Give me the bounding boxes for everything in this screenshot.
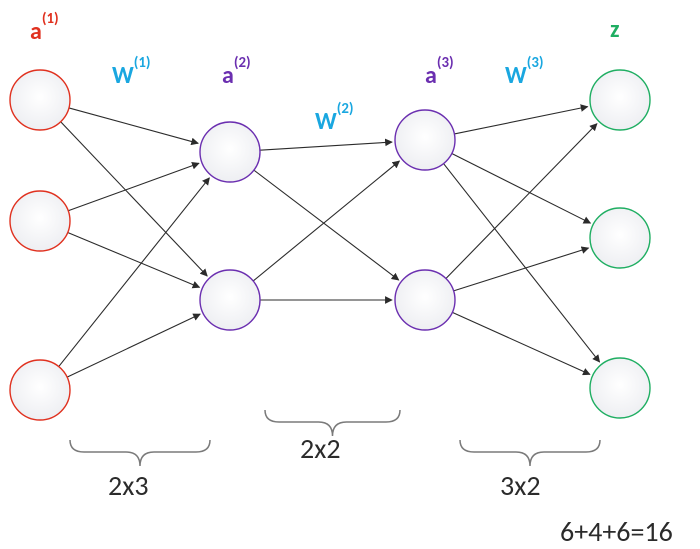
weight-label-z: W(3) bbox=[505, 62, 544, 88]
weight-label-a2: W(1) bbox=[112, 62, 151, 88]
neuron-node bbox=[200, 270, 260, 330]
edge bbox=[454, 107, 587, 134]
edge bbox=[69, 108, 198, 143]
label-sup: (2) bbox=[337, 99, 354, 117]
brace bbox=[460, 440, 600, 466]
edge bbox=[446, 124, 597, 279]
label-sup: (3) bbox=[437, 53, 454, 71]
neuron-node bbox=[200, 122, 260, 182]
layer-label-a1: a(1) bbox=[30, 18, 59, 44]
label-base: W bbox=[112, 61, 134, 90]
edge bbox=[452, 153, 591, 223]
label-sup: (3) bbox=[527, 53, 544, 71]
label-base: W bbox=[315, 107, 337, 136]
edge bbox=[61, 122, 208, 276]
layer-label-z: z bbox=[610, 18, 620, 42]
neuron-node bbox=[395, 270, 455, 330]
edge bbox=[68, 233, 200, 288]
edge bbox=[67, 314, 200, 377]
neuron-node bbox=[395, 110, 455, 170]
edge bbox=[68, 163, 199, 210]
neuron-node bbox=[10, 360, 70, 420]
brace-label: 3x2 bbox=[500, 472, 541, 500]
edge bbox=[254, 170, 399, 280]
neuron-node bbox=[10, 191, 70, 251]
neuron-node bbox=[10, 70, 70, 130]
neuron-node bbox=[590, 358, 650, 418]
label-sup: (2) bbox=[234, 53, 251, 71]
label-base: z bbox=[610, 15, 620, 44]
label-base: a bbox=[30, 17, 42, 46]
edge bbox=[260, 142, 392, 150]
edge bbox=[444, 164, 600, 362]
weight-label-a3: W(2) bbox=[315, 108, 354, 134]
brace-label: 2x2 bbox=[300, 435, 341, 463]
label-base: W bbox=[505, 61, 527, 90]
label-base: a bbox=[425, 61, 437, 90]
neuron-node bbox=[590, 70, 650, 130]
nn-diagram bbox=[0, 0, 700, 549]
edge bbox=[253, 161, 399, 281]
brace-label: 2x3 bbox=[108, 472, 149, 500]
label-sup: (1) bbox=[134, 53, 151, 71]
equation: 6+4+6=16 bbox=[560, 518, 673, 546]
layer-label-a2: a(2) bbox=[222, 62, 251, 88]
neuron-node bbox=[590, 208, 650, 268]
brace bbox=[70, 440, 210, 466]
edge bbox=[454, 248, 589, 291]
label-sup: (1) bbox=[42, 9, 59, 27]
edge bbox=[452, 312, 590, 374]
layer-label-a3: a(3) bbox=[425, 62, 454, 88]
label-base: a bbox=[222, 61, 234, 90]
